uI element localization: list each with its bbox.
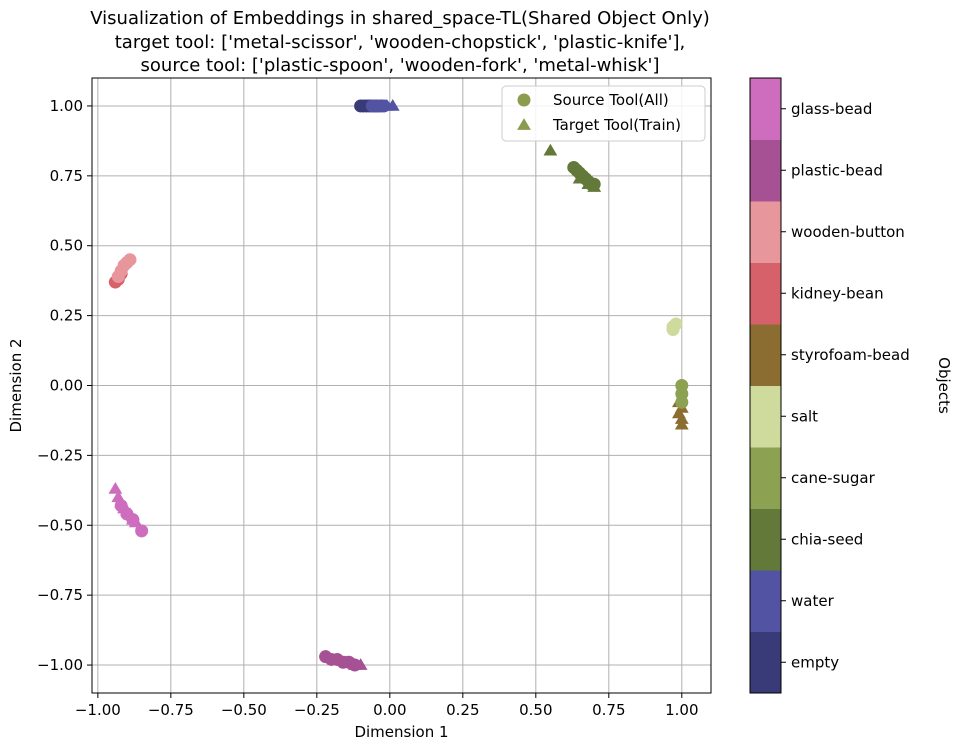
data-point-glass-bead xyxy=(108,482,123,494)
x-tick-label: 1.00 xyxy=(665,701,698,719)
grid-lines xyxy=(92,78,711,693)
y-tick-label: −0.25 xyxy=(37,446,83,464)
colorbar-frame xyxy=(749,77,782,694)
colorbar: empty water chia-seed cane-sugar salt styrofo… xyxy=(749,77,910,694)
colorbar-tick-label: wooden-button xyxy=(791,223,905,241)
chart-title-line-3: source tool: ['plastic-spoon', 'wooden-f… xyxy=(140,55,660,76)
data-point-glass-bead xyxy=(126,513,140,527)
colorbar-tick-label: empty xyxy=(791,653,839,671)
y-tick-label: 0.50 xyxy=(50,237,83,255)
legend: Source Tool(All) Target Tool(Train) xyxy=(501,85,706,142)
legend-label: Source Tool(All) xyxy=(553,91,669,109)
x-tick-label: 0.00 xyxy=(373,701,406,719)
colorbar-tick-label: glass-bead xyxy=(791,100,872,118)
colorbar-segment-styrofoam-bead xyxy=(750,324,781,386)
data-point-water xyxy=(385,99,400,111)
legend-box xyxy=(501,85,706,142)
colorbar-tick-label: salt xyxy=(791,407,818,425)
x-tick-label: −0.50 xyxy=(221,701,267,719)
data-point-chia-seed xyxy=(543,143,558,156)
legend-triangle-marker xyxy=(517,118,531,130)
colorbar-segment-cane-sugar xyxy=(750,447,781,509)
colorbar-segment-glass-bead xyxy=(750,78,781,140)
data-point-plastic-bead xyxy=(339,655,353,668)
x-tick-label: 0.50 xyxy=(519,701,552,719)
data-point-glass-bead xyxy=(135,524,149,538)
x-tick-label: −1.00 xyxy=(75,701,121,719)
colorbar-label: Objects xyxy=(935,357,953,414)
y-tick-label: −1.00 xyxy=(37,656,83,674)
y-tick-label: −0.50 xyxy=(37,516,83,534)
chart-title-line-2: target tool: ['metal-scissor', 'wooden-c… xyxy=(114,32,686,53)
y-axis-label: Dimension 2 xyxy=(7,338,25,432)
colorbar-segment-salt xyxy=(750,385,781,448)
colorbar-segment-water xyxy=(750,570,781,632)
colorbar-tick-label: plastic-bead xyxy=(791,161,883,179)
legend-circle-marker xyxy=(517,93,531,107)
colorbar-segment-wooden-button xyxy=(750,201,781,263)
colorbar-tick-label: chia-seed xyxy=(791,530,863,548)
x-tick-label: 0.75 xyxy=(592,701,625,719)
legend-label: Target Tool(Train) xyxy=(552,116,681,134)
y-tick-label: 0.75 xyxy=(50,167,83,185)
data-point-plastic-bead xyxy=(353,658,368,670)
colorbar-tick-label: water xyxy=(791,592,835,610)
data-point-wooden-button xyxy=(123,253,137,267)
colorbar-tick-label: cane-sugar xyxy=(791,469,876,487)
x-tick-label: 0.25 xyxy=(446,701,479,719)
colorbar-segment-chia-seed xyxy=(750,508,781,571)
x-tick-label: −0.75 xyxy=(148,701,194,719)
axis-ticks: −1.00 −0.75 −0.50 −0.25 0.00 0.25 0.50 0.75 1.00… xyxy=(37,97,698,719)
y-tick-label: −0.75 xyxy=(37,586,83,604)
data-point-chia-seed xyxy=(587,180,602,192)
data-point-styrofoam-bead xyxy=(674,417,689,430)
data-points xyxy=(108,99,689,672)
colorbar-segment-empty xyxy=(750,631,781,694)
data-point-cane-sugar xyxy=(675,395,689,409)
colorbar-segment-plastic-bead xyxy=(750,139,781,202)
y-tick-label: 0.00 xyxy=(50,377,83,395)
colorbar-segment-kidney-bean xyxy=(750,262,781,325)
data-point-salt xyxy=(669,317,683,331)
colorbar-tick-label: styrofoam-bead xyxy=(791,346,910,364)
chart-title-line-1: Visualization of Embeddings in shared_sp… xyxy=(90,8,710,29)
x-axis-label: Dimension 1 xyxy=(354,723,448,741)
data-point-chia-seed xyxy=(572,171,587,184)
x-tick-label: −0.25 xyxy=(294,701,340,719)
y-tick-label: 1.00 xyxy=(50,97,83,115)
colorbar-tick-label: kidney-bean xyxy=(791,284,884,302)
y-tick-label: 0.25 xyxy=(50,307,83,325)
